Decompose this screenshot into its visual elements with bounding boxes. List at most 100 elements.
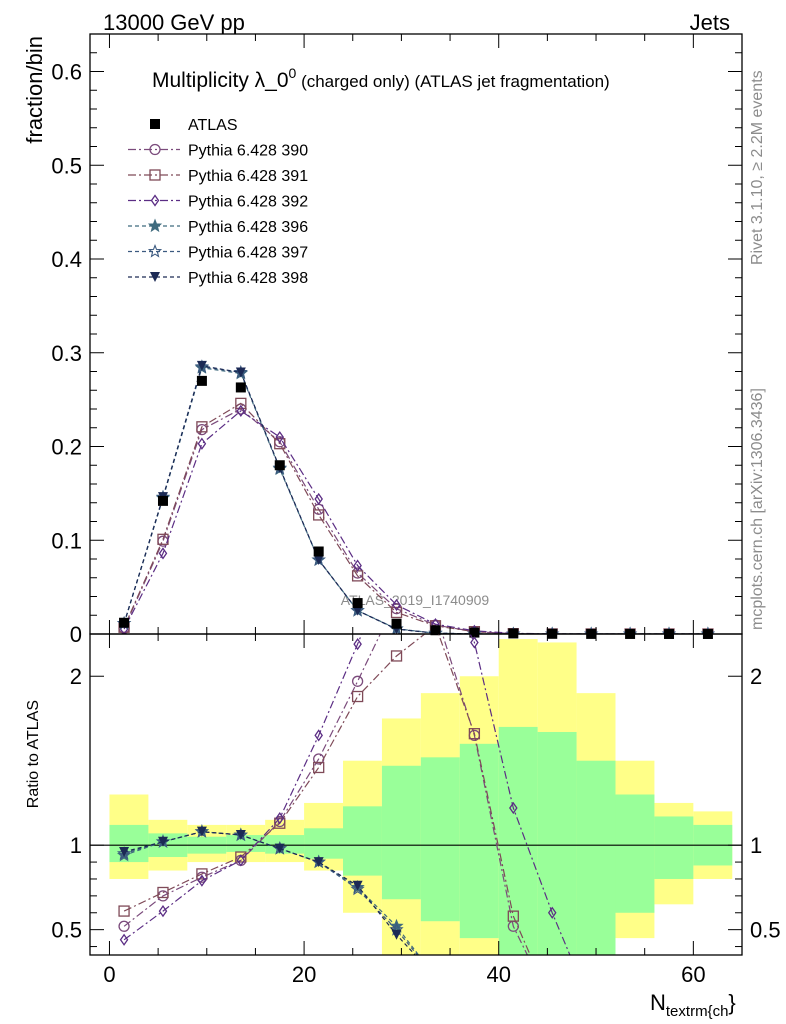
- series-line-1: [123, 408, 708, 634]
- ratio-point-3: [275, 812, 285, 825]
- ratio-y-tick-label: 2: [70, 664, 82, 689]
- series-point-3: [353, 559, 362, 572]
- band-green: [381, 765, 421, 900]
- legend-label-5: Pythia 6.428 397: [188, 245, 308, 262]
- chart-title: Multiplicity λ_00 (charged only) (ATLAS …: [152, 65, 610, 92]
- ratio-y-tick-label-right: 1: [750, 833, 762, 858]
- legend-marker-1: [149, 143, 161, 156]
- series-line-3: [123, 410, 708, 634]
- x-axis-label-sub: textrm{ch: [666, 1003, 729, 1020]
- uncertainty-bands: [109, 639, 733, 955]
- series-point-2: [235, 397, 247, 410]
- ratio-y-tick-label-right: 0.5: [750, 918, 781, 943]
- ratio-frame: [89, 633, 743, 956]
- ratio-point-3: [119, 933, 129, 946]
- series-point-2: [390, 606, 403, 619]
- ratio-point-1: [351, 675, 364, 687]
- band-green: [654, 816, 694, 879]
- y-tick-label: 0.3: [51, 341, 82, 366]
- band-green: [615, 794, 655, 913]
- legend-marker-2: [149, 169, 161, 181]
- data-point: [119, 617, 130, 628]
- series-point-6: [235, 367, 246, 378]
- ratio-point-4: [389, 918, 404, 933]
- series-line-6: [123, 365, 708, 634]
- band-green: [576, 760, 616, 955]
- ratio-line-1: [123, 634, 529, 955]
- series-point-3: [236, 404, 246, 418]
- ratio-point-2: [313, 761, 325, 774]
- ratio-point-6: [274, 843, 285, 854]
- series-point-3: [197, 437, 207, 450]
- ratio-point-3: [197, 874, 207, 887]
- legend: ATLAS Pythia 6.428 390 Pythia 6.428 391 Pyt…: [128, 117, 308, 287]
- side-text-mcplots: mcplots.cern.ch [arXiv:1306.3436]: [749, 388, 766, 630]
- watermark: ATLAS_2019_I1740909: [341, 592, 490, 608]
- legend-label-data: ATLAS: [188, 117, 238, 134]
- y-tick-label: 0.4: [51, 247, 82, 272]
- data-point: [469, 627, 480, 638]
- series-point-2: [313, 509, 325, 521]
- ratio-point-2: [235, 851, 247, 863]
- ratio-point-3: [470, 636, 479, 649]
- x-tick-label: 20: [292, 962, 316, 987]
- x-tick-label: 60: [681, 962, 705, 987]
- data-point: [430, 625, 441, 636]
- x-axis-label: Ntextrm{ch}: [650, 990, 736, 1020]
- data-point: [157, 495, 168, 506]
- ratio-point-6: [235, 830, 246, 841]
- band-green: [459, 743, 499, 939]
- data-point: [313, 546, 324, 557]
- x-tick-label: 0: [103, 962, 115, 987]
- ratio-line-3: [123, 634, 571, 955]
- ratio-point-2: [351, 690, 364, 703]
- data-point: [391, 618, 402, 629]
- ratio-line-2: [123, 634, 531, 955]
- x-axis-label-end: }: [728, 990, 735, 1015]
- ratio-y-tick-label-right: 2: [750, 664, 762, 689]
- chart-title-suffix: (charged only) (ATLAS jet fragmentation): [296, 72, 609, 91]
- band-green: [343, 806, 382, 876]
- band-green: [265, 835, 305, 854]
- ratio-point-1: [118, 920, 130, 932]
- legend-marker-3: [150, 194, 160, 207]
- series-point-6: [196, 360, 207, 371]
- series-ratio-3: [119, 545, 571, 955]
- chart-title-superscript: 0: [289, 65, 297, 81]
- series-point-3: [314, 492, 323, 506]
- ratio-point-3: [353, 638, 362, 651]
- data-point: [352, 598, 363, 609]
- band-green: [109, 824, 149, 863]
- header-right: Jets: [690, 10, 730, 35]
- series-point-3: [158, 547, 168, 560]
- legend-label-4: Pythia 6.428 396: [188, 219, 308, 236]
- ratio-point-6: [196, 826, 207, 837]
- ratio-panel: 0 20 40 60 0.5 0.5 1 1 2 2: [51, 545, 781, 987]
- header-left: 13000 GeV pp: [103, 10, 245, 35]
- legend-label-2: Pythia 6.428 391: [188, 168, 308, 185]
- ratio-point-2: [118, 905, 130, 917]
- ratio-point-3: [393, 545, 400, 555]
- series-ratio-2: [118, 634, 531, 955]
- series-point-6: [313, 554, 324, 565]
- ratio-point-2: [468, 728, 481, 740]
- legend-marker-data: [150, 119, 160, 129]
- series-point-2: [196, 421, 208, 433]
- y-tick-label: 0.2: [51, 435, 82, 460]
- ratio-line-6: [123, 831, 417, 955]
- legend-label-6: Pythia 6.428 398: [188, 270, 308, 287]
- side-text-rivet: Rivet 3.1.10, ≥ 2.2M events: [749, 70, 766, 265]
- series-ratio-6: [119, 826, 417, 955]
- ratio-point-3: [432, 561, 439, 571]
- x-axis-label-main: N: [650, 990, 666, 1015]
- band-green: [537, 731, 577, 955]
- ratio-point-2: [390, 650, 403, 662]
- ratio-point-6: [157, 836, 168, 847]
- legend-marker-6: [150, 272, 160, 282]
- series-point-3: [275, 430, 285, 444]
- series-point-2: [274, 438, 286, 450]
- y-tick-label: 0.6: [51, 60, 82, 85]
- legend-marker-5: [147, 243, 163, 258]
- x-tick-label: 40: [486, 962, 510, 987]
